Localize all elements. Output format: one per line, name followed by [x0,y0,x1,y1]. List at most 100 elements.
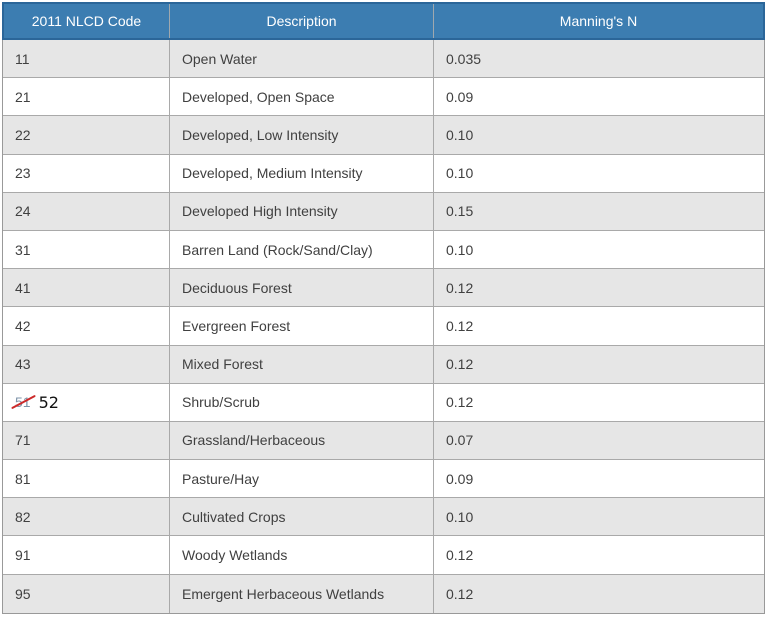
code-value: 82 [15,509,31,525]
manning-n-lookup-table: 2011 NLCD Code Description Manning's N 1… [2,2,765,614]
manning-n-cell: 0.12 [434,269,764,306]
description-text: Woody Wetlands [182,547,288,564]
manning-n-text: 0.09 [446,88,474,105]
manning-n-cell: 0.10 [434,116,764,153]
description-text: Shrub/Scrub [182,394,260,411]
code-value: 11 [15,51,30,67]
table-row: 24 Developed High Intensity 0.15 [3,192,764,231]
description-text: Evergreen Forest [182,317,291,334]
code-cell: 22 [3,116,170,154]
description-cell: Developed, Low Intensity [170,116,434,154]
code-cell: 91 [3,536,170,574]
manning-n-cell: 0.035 [434,40,764,77]
table-row: 43 Mixed Forest 0.12 [3,345,764,384]
description-cell: Open Water [170,40,434,78]
code-value: 51 [11,394,36,411]
code-value: 22 [15,127,31,143]
manning-n-cell: 0.10 [434,498,764,535]
table-header: 2011 NLCD Code Description Manning's N [2,2,765,40]
description-cell: Emergent Herbaceous Wetlands [170,574,434,613]
manning-n-cell: 0.10 [434,231,764,268]
manning-n-cell: 0.07 [434,422,764,459]
code-cell: 41 [3,269,170,307]
code-value: 95 [15,586,31,602]
description-cell: Developed High Intensity [170,192,434,230]
description-text: Cultivated Crops [182,508,286,525]
code-value: 21 [15,89,31,105]
code-cell: 95 [3,574,170,613]
table-row: 91 Woody Wetlands 0.12 [3,536,764,575]
manning-n-cell: 0.09 [434,78,764,115]
manning-n-text: 0.15 [446,203,474,220]
description-text: Developed, Open Space [182,88,335,105]
table-row: 11 Open Water 0.035 [3,40,764,79]
manning-n-text: 0.10 [446,241,474,258]
code-cell: 11 [3,40,170,78]
manning-n-text: 0.12 [446,356,474,373]
description-cell: Developed, Open Space [170,78,434,116]
manning-n-cell: 0.12 [434,384,764,421]
manning-n-text: 0.035 [446,50,482,67]
manning-n-cell: 0.10 [434,155,764,192]
table-row: 81 Pasture/Hay 0.09 [3,460,764,499]
manning-n-text: 0.10 [446,508,474,525]
code-text: 95 [15,585,31,602]
column-header-nlcd-code: 2011 NLCD Code [4,4,170,38]
code-text: 71 [15,432,31,449]
code-text: 81 [15,470,31,487]
table-row: 22 Developed, Low Intensity 0.10 [3,116,764,155]
code-value: 23 [15,165,31,181]
code-value: 24 [15,203,31,219]
code-value: 43 [15,356,31,372]
code-cell: 71 [3,421,170,460]
code-value: 91 [15,547,31,563]
column-header-mannings-n: Manning's N [559,13,638,29]
description-text: Developed High Intensity [182,203,338,220]
table-row: 21 Developed, Open Space 0.09 [3,78,764,117]
description-cell: Deciduous Forest [170,269,434,307]
code-text: 51 [15,394,31,411]
table-row: 71 Grassland/Herbaceous 0.07 [3,421,764,461]
code-text: 43 [15,356,31,373]
manning-n-text: 0.12 [446,279,474,296]
code-text: 21 [15,88,31,105]
code-text: 11 [15,50,30,67]
code-cell: 24 [3,192,170,230]
code-cell: 51 52 [3,383,170,421]
code-text: 22 [15,126,31,143]
code-text: 41 [15,279,31,296]
manning-n-text: 0.12 [446,394,474,411]
column-header-description: Description [170,4,434,38]
manning-n-text: 0.10 [446,126,474,143]
manning-n-cell: 0.15 [434,193,764,230]
code-cell: 82 [3,498,170,536]
code-text: 24 [15,203,31,220]
description-cell: Mixed Forest [170,345,434,383]
table-row: 41 Deciduous Forest 0.12 [3,269,764,308]
table-row: 95 Emergent Herbaceous Wetlands 0.12 [3,574,764,613]
description-cell: Shrub/Scrub [170,383,434,421]
description-cell: Barren Land (Rock/Sand/Clay) [170,230,434,269]
code-value: 42 [15,318,31,334]
code-text: 91 [15,547,31,564]
description-text: Deciduous Forest [182,279,292,296]
manning-n-text: 0.09 [446,470,474,487]
description-text: Developed, Medium Intensity [182,165,363,182]
description-cell: Evergreen Forest [170,307,434,345]
code-value: 81 [15,471,31,487]
code-cell: 81 [3,460,170,498]
description-cell: Pasture/Hay [170,460,434,498]
code-cell: 31 [3,230,170,269]
code-cell: 43 [3,345,170,383]
code-text: 23 [15,165,31,182]
description-cell: Woody Wetlands [170,536,434,574]
table-row: 51 52 Shrub/Scrub 0.12 [3,383,764,422]
code-value: 71 [15,432,31,448]
description-text: Barren Land (Rock/Sand/Clay) [182,241,373,258]
description-text: Mixed Forest [182,356,263,373]
manning-n-text: 0.10 [446,165,474,182]
manning-n-text: 0.12 [446,585,474,602]
manning-n-text: 0.12 [446,547,474,564]
code-cell: 21 [3,78,170,116]
table-row: 31 Barren Land (Rock/Sand/Clay) 0.10 [3,230,764,270]
